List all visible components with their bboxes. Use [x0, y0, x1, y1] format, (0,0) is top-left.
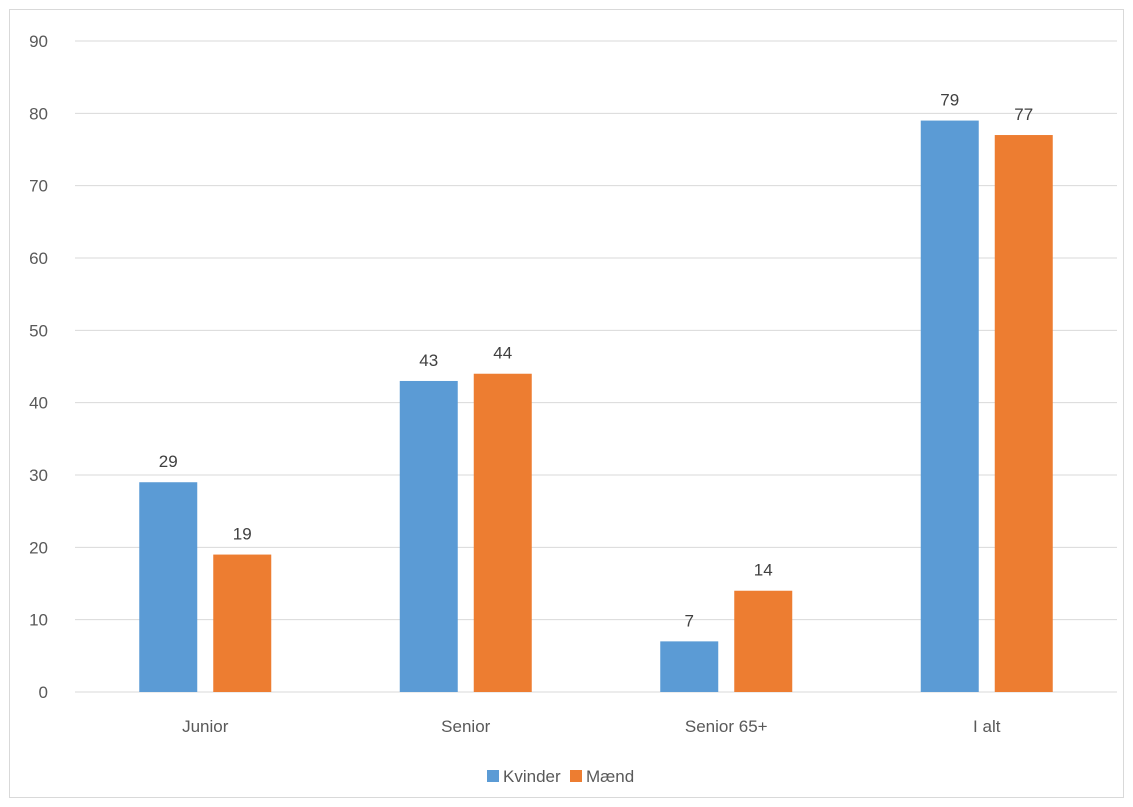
bar-m-nd-junior [213, 554, 272, 692]
legend-label: Mænd [586, 767, 634, 786]
bar-m-nd-senior [473, 373, 532, 692]
x-category-label: Senior [441, 717, 490, 736]
y-tick-label: 50 [29, 321, 48, 340]
x-category-label: I alt [973, 717, 1001, 736]
legend-swatch [487, 770, 499, 782]
x-axis-categories: Junior Senior Senior 65+ I alt [182, 717, 1001, 736]
x-category-label: Senior 65+ [685, 717, 768, 736]
y-tick-label: 10 [29, 611, 48, 630]
y-tick-label: 40 [29, 394, 48, 413]
bar-kvinder-junior [139, 482, 198, 692]
legend: Kvinder Mænd [487, 767, 634, 786]
bar-m-nd-senior-65- [734, 590, 793, 692]
bars [139, 120, 1053, 693]
y-tick-label: 90 [29, 32, 48, 51]
y-tick-label: 20 [29, 538, 48, 557]
legend-swatch [570, 770, 582, 782]
bar-kvinder-senior-65- [660, 641, 719, 692]
data-label: 14 [754, 561, 773, 580]
data-label: 29 [159, 452, 178, 471]
data-labels: 29 19 43 44 7 14 79 77 [159, 91, 1033, 631]
bar-kvinder-senior [399, 380, 458, 692]
y-axis-ticks: 0 10 20 30 40 50 60 70 80 90 [29, 32, 48, 702]
legend-label: Kvinder [503, 767, 561, 786]
data-label: 77 [1014, 105, 1033, 124]
data-label: 43 [419, 351, 438, 370]
bar-m-nd-i-alt [994, 135, 1053, 693]
y-tick-label: 70 [29, 177, 48, 196]
y-tick-label: 80 [29, 104, 48, 123]
data-label: 19 [233, 525, 252, 544]
x-category-label: Junior [182, 717, 229, 736]
y-tick-label: 60 [29, 249, 48, 268]
data-label: 79 [940, 91, 959, 110]
data-label: 7 [685, 611, 694, 630]
bar-kvinder-i-alt [920, 120, 979, 693]
y-tick-label: 30 [29, 466, 48, 485]
y-tick-label: 0 [39, 683, 48, 702]
data-label: 44 [493, 344, 512, 363]
